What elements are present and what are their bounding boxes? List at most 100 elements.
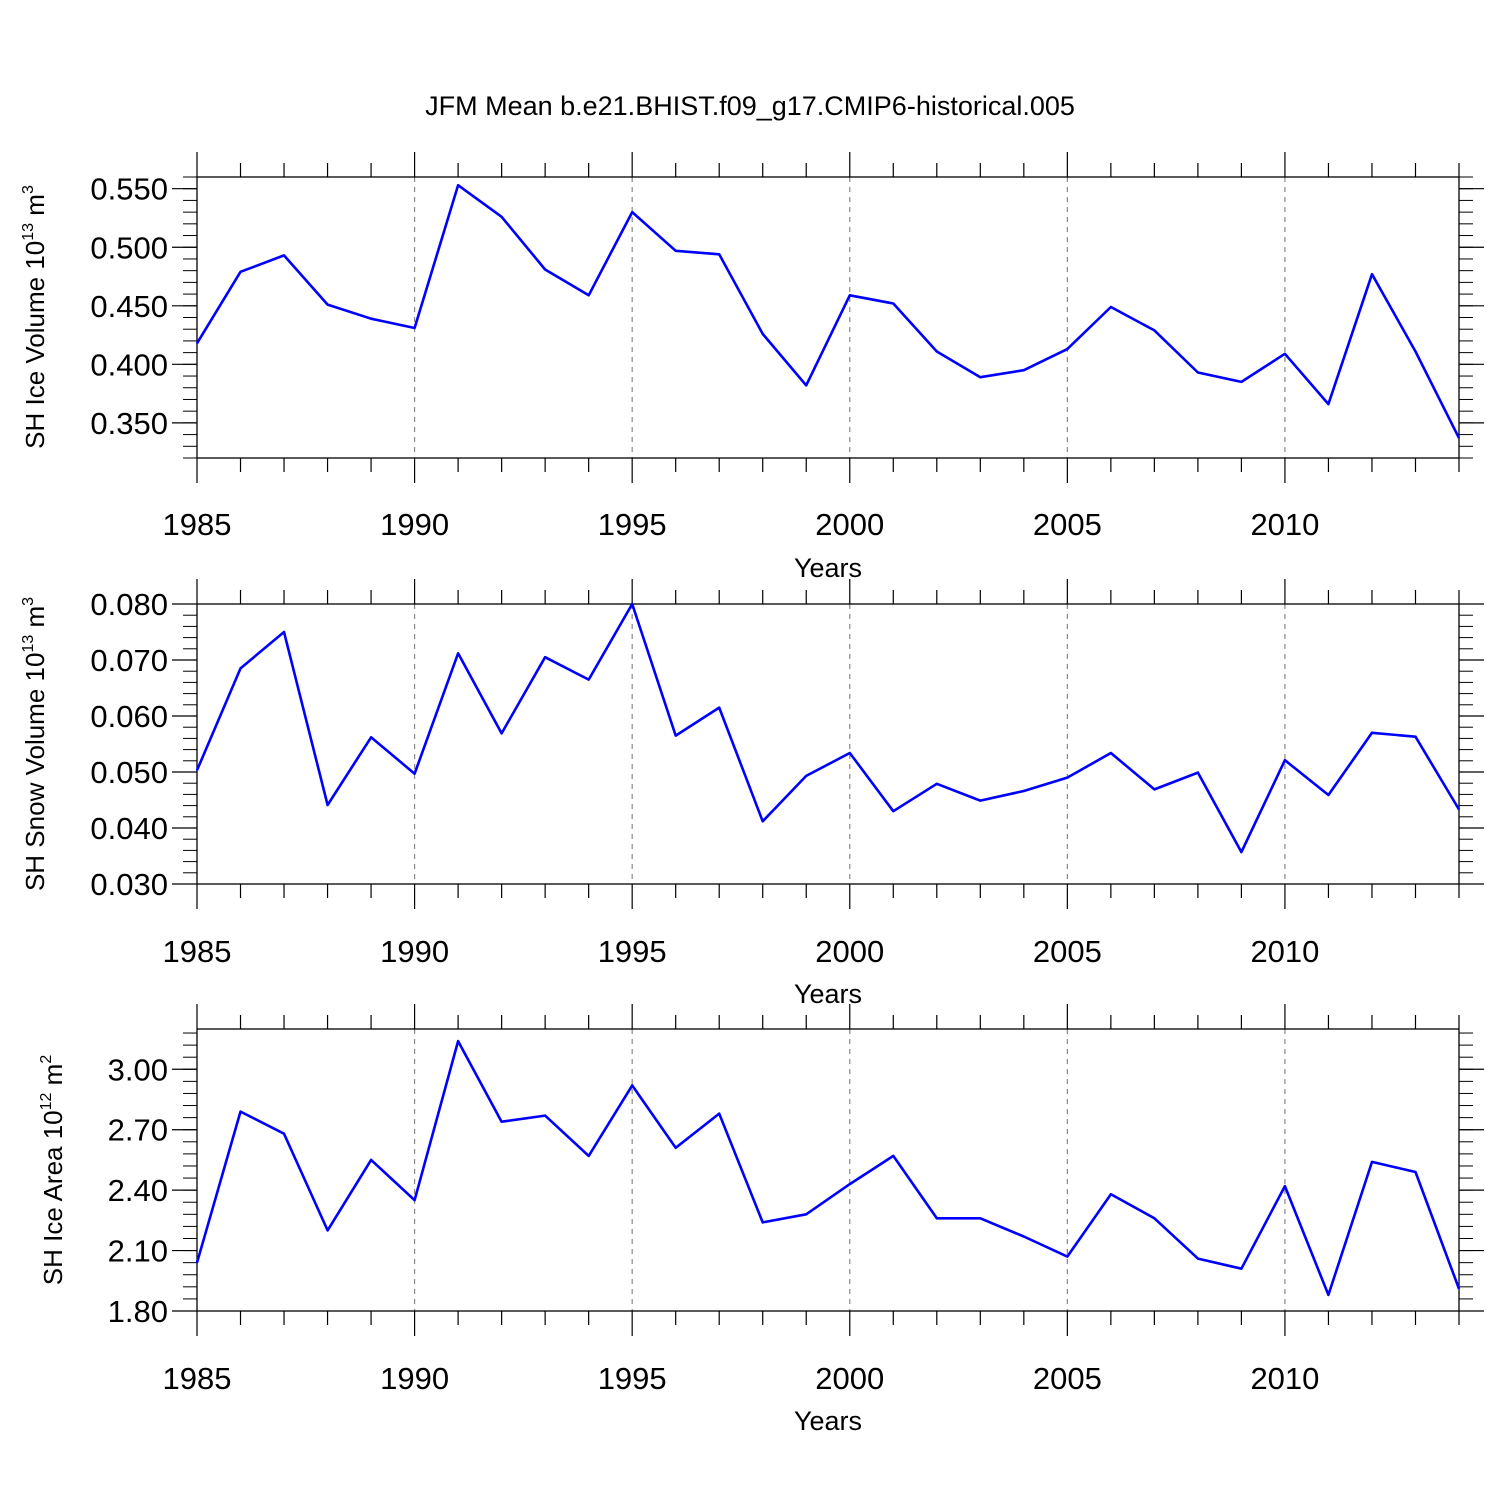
- data-point: [457, 1040, 459, 1042]
- data-point: [239, 667, 242, 670]
- data-point: [892, 810, 895, 812]
- x-tick-label: 1985: [163, 507, 232, 542]
- data-point: [239, 271, 242, 273]
- y-tick-label: 0.050: [90, 755, 168, 790]
- data-point: [1414, 350, 1417, 353]
- y-axis-label: SH Snow Volume 1013 m3: [20, 597, 50, 891]
- x-axis-label: Years: [794, 979, 862, 1009]
- data-point: [631, 211, 633, 213]
- data-point: [1414, 735, 1417, 738]
- figure-title: JFM Mean b.e21.BHIST.f09_g17.CMIP6-histo…: [425, 91, 1075, 121]
- data-point: [718, 1112, 721, 1115]
- data-point: [196, 769, 198, 772]
- x-tick-label: 1995: [598, 1361, 667, 1396]
- data-point: [935, 350, 938, 353]
- data-point: [979, 376, 982, 379]
- y-tick-label: 3.00: [108, 1052, 168, 1087]
- data-point: [1197, 1257, 1199, 1260]
- data-point: [544, 656, 546, 658]
- y-axis-label: SH Ice Volume 1013 m3: [20, 185, 50, 449]
- x-tick-label: 1995: [598, 507, 667, 542]
- data-point: [1371, 273, 1373, 275]
- data-point: [1327, 403, 1330, 405]
- plot-frame: [196, 603, 1460, 885]
- data-point: [805, 384, 808, 387]
- y-axis-label-exponent: 13: [20, 635, 37, 653]
- y-axis-label-unit: m: [38, 1064, 68, 1093]
- data-point: [1153, 1217, 1156, 1220]
- y-axis-label-unit-exponent: 3: [20, 597, 37, 606]
- data-point: [413, 772, 416, 775]
- series-line: [195, 602, 1461, 854]
- y-axis-label-exponent: 12: [38, 1092, 55, 1110]
- plot-frame: [196, 1028, 1460, 1312]
- data-point: [1110, 1193, 1112, 1195]
- y-tick-label: 0.080: [90, 587, 168, 622]
- data-point: [892, 302, 895, 305]
- y-tick-label: 2.40: [108, 1173, 168, 1208]
- data-point: [1371, 732, 1373, 734]
- x-tick-label: 2010: [1250, 507, 1319, 542]
- y-tick-label: 0.350: [90, 406, 168, 441]
- x-tick-label: 1985: [163, 934, 232, 969]
- panel-3: 1.80 2.10 2.40 2.70 3.00 1985 1990 1995 2000 2005…: [38, 1004, 1484, 1436]
- y-tick-label: 0.030: [90, 867, 168, 902]
- data-point: [283, 254, 285, 257]
- x-tick-label: 1995: [598, 934, 667, 969]
- x-tick-label: 2005: [1033, 934, 1102, 969]
- data-point: [1458, 1288, 1460, 1290]
- chart-panels: 0.350 0.400 0.450 0.500 0.550 1985 1990 1995 200…: [20, 152, 1484, 1436]
- data-point: [587, 294, 590, 297]
- data-point: [1458, 808, 1460, 811]
- y-tick-label: 0.450: [90, 289, 168, 324]
- y-axis-label: SH Ice Area 1012 m2: [38, 1055, 68, 1286]
- x-tick-label: 2005: [1033, 1361, 1102, 1396]
- panel-2: 0.030 0.040 0.050 0.060 0.070 0.080 1985 1990 19…: [20, 579, 1484, 1009]
- y-tick-label: 0.060: [90, 699, 168, 734]
- data-point: [1327, 794, 1330, 796]
- data-point: [413, 1199, 416, 1202]
- y-axis-label-unit-exponent: 2: [38, 1055, 55, 1064]
- data-point: [674, 734, 677, 737]
- data-point: [631, 603, 633, 605]
- y-tick-label: 2.70: [108, 1113, 168, 1148]
- x-axis-label: Years: [794, 553, 862, 583]
- data-point: [935, 1217, 938, 1220]
- panel-1: 0.350 0.400 0.450 0.500 0.550 1985 1990 1995 200…: [20, 152, 1484, 583]
- data-point: [1110, 752, 1112, 754]
- data-point: [457, 652, 459, 655]
- data-point: [1153, 788, 1156, 791]
- y-tick-label: 0.040: [90, 811, 168, 846]
- y-axis-label-text: SH Ice Volume 10: [20, 241, 50, 449]
- y-axis-label-text: SH Snow Volume 10: [20, 653, 50, 891]
- y-tick-label: 1.80: [108, 1294, 168, 1329]
- y-axis-label-unit-exponent: 3: [20, 185, 37, 194]
- y-tick-label: 0.400: [90, 347, 168, 382]
- data-point: [979, 1217, 982, 1220]
- data-point: [1066, 776, 1069, 779]
- data-point: [326, 303, 329, 306]
- y-axis-label-unit: m: [20, 606, 50, 635]
- data-point: [500, 732, 503, 735]
- data-point: [370, 317, 372, 320]
- y-axis-label-exponent: 13: [20, 223, 37, 241]
- data-point: [196, 1261, 198, 1264]
- data-point: [544, 1114, 546, 1117]
- x-axis-label: Years: [794, 1406, 862, 1436]
- series-line: [195, 1039, 1461, 1297]
- data-point: [326, 1229, 329, 1232]
- x-tick-label: 1990: [380, 1361, 449, 1396]
- x-tick-label: 2000: [815, 934, 884, 969]
- data-point: [326, 804, 329, 806]
- data-point: [848, 752, 851, 754]
- data-point: [544, 268, 546, 271]
- data-point: [935, 782, 938, 785]
- data-point: [892, 1155, 895, 1157]
- data-point: [1240, 851, 1243, 853]
- data-point: [1327, 1294, 1330, 1296]
- data-point: [848, 294, 851, 297]
- data-point: [1153, 329, 1156, 332]
- x-tick-label: 2010: [1250, 934, 1319, 969]
